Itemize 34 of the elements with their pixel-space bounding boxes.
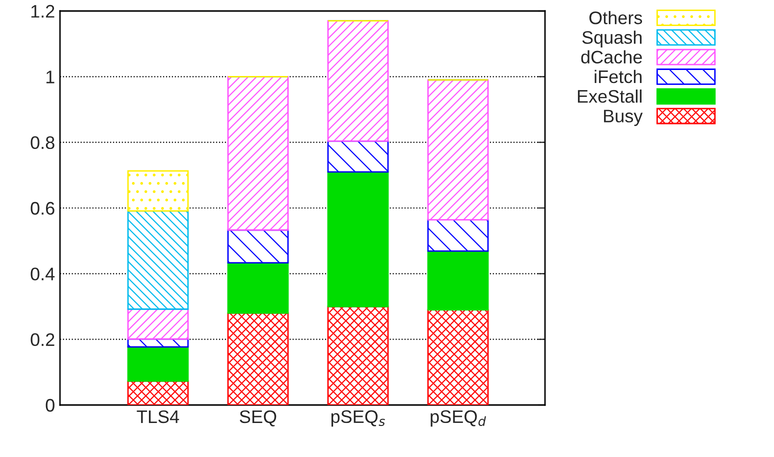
legend-label: Others — [589, 10, 642, 24]
bar — [327, 171, 389, 308]
x-tick-label: SEQ — [240, 410, 276, 426]
y-tick-label: 0.4 — [30, 268, 55, 280]
bar — [127, 380, 189, 405]
bar — [427, 250, 489, 310]
bar — [227, 229, 289, 264]
bar — [427, 79, 489, 221]
bar — [127, 346, 189, 382]
bar — [127, 210, 189, 310]
bar — [327, 20, 389, 142]
bar — [227, 262, 289, 314]
y-tick-label: 0.6 — [30, 202, 54, 215]
y-tick-label: 0.2 — [30, 333, 54, 346]
bar — [127, 170, 189, 212]
bar — [327, 306, 389, 405]
bar — [227, 76, 289, 231]
legend-label: Busy — [604, 110, 643, 126]
bar — [127, 308, 189, 340]
x-tick-label: TLS4 — [136, 410, 180, 424]
legend-label: iFetch — [594, 70, 642, 84]
bar — [427, 309, 489, 405]
y-tick-label: 1.2 — [31, 4, 54, 18]
y-tick-label: 0.8 — [30, 136, 54, 150]
legend-label: Squash — [582, 30, 642, 48]
x-tick-label: pSEQ$_{s}$ — [331, 410, 385, 427]
bar — [427, 219, 489, 252]
legend-label: ExeStall — [578, 90, 642, 103]
y-tick-label: 0 — [46, 398, 54, 412]
bar — [227, 312, 289, 405]
bar — [327, 140, 389, 173]
legend-label: dCache — [581, 50, 642, 64]
x-tick-label: pSEQ$_{d}$ — [430, 410, 486, 427]
y-tick-label: 1 — [46, 70, 54, 84]
